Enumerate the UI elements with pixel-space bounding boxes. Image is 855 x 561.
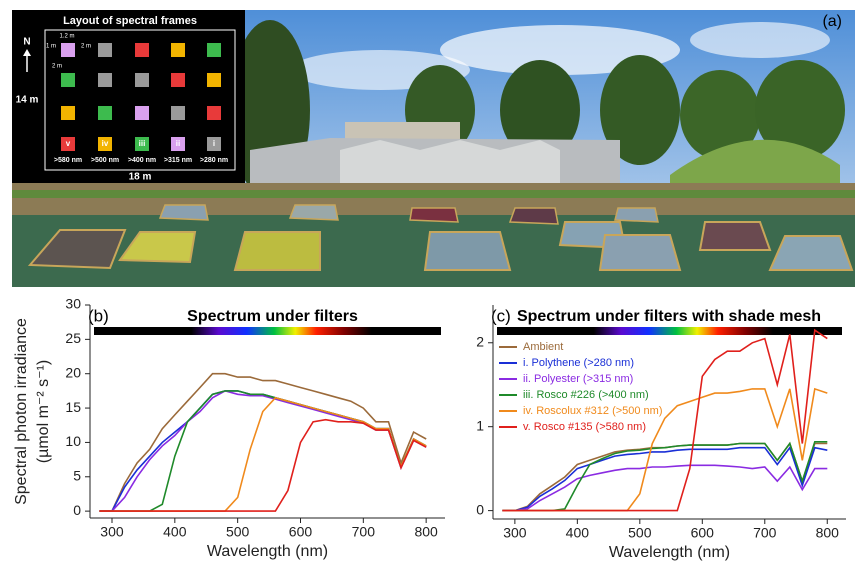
- width-label: 18 m: [129, 172, 152, 183]
- frame-label: >315 nm: [164, 157, 192, 164]
- legend-label: Ambient: [523, 341, 563, 353]
- frame-square: [171, 43, 185, 57]
- series-line: [99, 420, 426, 511]
- series-line: [502, 444, 827, 511]
- frame-numeral: iii: [139, 139, 146, 148]
- series-line: [502, 465, 827, 510]
- x-tick-label: 700: [352, 524, 376, 540]
- frame-label: >280 nm: [200, 157, 228, 164]
- frame-square: [135, 43, 149, 57]
- y-tick-label: 0: [476, 501, 484, 517]
- x-axis-label: Wavelength (nm): [609, 544, 730, 561]
- north-label: N: [23, 37, 30, 48]
- frame-square: [171, 106, 185, 120]
- x-tick-label: 600: [691, 525, 715, 541]
- inset-title: Layout of spectral frames: [63, 15, 197, 27]
- frame-square: [207, 73, 221, 87]
- frame-label: >400 nm: [128, 157, 156, 164]
- x-tick-label: 400: [163, 524, 187, 540]
- spectrum-bar: [497, 327, 842, 335]
- x-tick-label: 700: [753, 525, 777, 541]
- frame-label: >580 nm: [54, 157, 82, 164]
- frame-numeral: iv: [102, 139, 109, 148]
- x-tick-label: 800: [816, 525, 840, 541]
- x-tick-label: 300: [503, 525, 527, 541]
- x-tick-label: 600: [289, 524, 313, 540]
- frame-numeral: ii: [176, 139, 180, 148]
- y-tick-label: 15: [65, 399, 81, 415]
- panel-label: (b): [88, 306, 109, 325]
- chart-title: Spectrum under filters with shade mesh: [517, 308, 821, 325]
- legend-label: i. Polythene (>280 nm): [523, 357, 634, 369]
- x-tick-label: 500: [226, 524, 250, 540]
- figure: (a) Layout of spectral frames N 14 m 18 …: [0, 0, 855, 561]
- frame-square: [135, 106, 149, 120]
- y-tick-label: 0: [73, 502, 81, 518]
- y-tick-label: 2: [476, 333, 484, 349]
- dim-label: 2 m: [81, 44, 91, 50]
- frame-square: [61, 73, 75, 87]
- y-tick-label: 1: [476, 417, 484, 433]
- legend-label: iv. Roscolux #312 (>500 nm): [523, 405, 663, 417]
- y-tick-label: 30: [65, 296, 81, 312]
- panel-label: (a): [822, 13, 842, 30]
- y-axis-label: Spectral photon irradiance: [13, 318, 30, 505]
- frame-square: [61, 43, 75, 57]
- y-tick-label: 25: [65, 330, 81, 346]
- frame-label: >500 nm: [91, 157, 119, 164]
- x-axis-label: Wavelength (nm): [207, 543, 328, 560]
- dim-label: 2 m: [52, 64, 62, 70]
- legend-label: ii. Polyester (>315 nm): [523, 373, 633, 385]
- y-axis-label: (µmol m⁻² s⁻¹): [35, 360, 52, 463]
- y-tick-label: 10: [65, 433, 81, 449]
- frame-square: [171, 73, 185, 87]
- frame-numeral: i: [213, 139, 215, 148]
- x-tick-label: 300: [100, 524, 124, 540]
- series-line: [99, 398, 426, 511]
- frame-square: [98, 73, 112, 87]
- y-tick-label: 5: [73, 467, 81, 483]
- frame-square: [98, 43, 112, 57]
- frame-square: [135, 73, 149, 87]
- dim-label: 1 m: [46, 44, 56, 50]
- frame-square: [207, 106, 221, 120]
- legend-label: iii. Rosco #226 (>400 nm): [523, 389, 649, 401]
- spectrum-bar: [94, 327, 441, 335]
- layout-inset: Layout of spectral frames N 14 m 18 m 1.…: [12, 10, 245, 183]
- frame-numeral: v: [66, 139, 71, 148]
- chart-title: Spectrum under filters: [187, 308, 358, 325]
- legend-label: v. Rosco #135 (>580 nm): [523, 421, 646, 433]
- x-tick-label: 800: [414, 524, 438, 540]
- dim-label: 1.2 m: [59, 34, 74, 40]
- x-tick-label: 500: [628, 525, 652, 541]
- panel-label: (c): [491, 306, 511, 325]
- frame-square: [98, 106, 112, 120]
- y-tick-label: 20: [65, 364, 81, 380]
- frame-square: [207, 43, 221, 57]
- x-tick-label: 400: [566, 525, 590, 541]
- frame-square: [61, 106, 75, 120]
- height-label: 14 m: [16, 95, 39, 106]
